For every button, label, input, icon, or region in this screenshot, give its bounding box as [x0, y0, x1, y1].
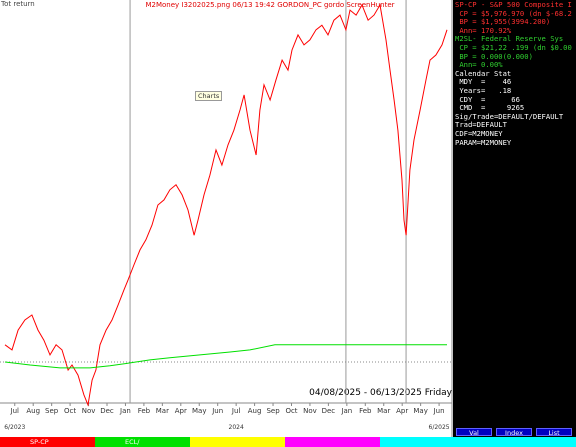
x-tick-label: Dec — [100, 407, 114, 415]
x-tick-label: Oct — [285, 407, 297, 415]
x-tick-label: Jun — [433, 407, 445, 415]
x-tick-label: Jul — [10, 407, 20, 415]
panel-line: PARAM=M2MONEY — [455, 137, 512, 147]
x-year-label: 6/2025 — [429, 424, 450, 431]
series-tab[interactable] — [190, 437, 285, 447]
x-tick-label: May — [192, 407, 206, 415]
date-range: 04/08/2025 - 06/13/2025 Friday — [309, 388, 453, 398]
series-line — [4, 3, 448, 407]
panel-line: CP = $21,22 .199 (dn $0.00 — [455, 42, 572, 52]
x-tick-label: Jun — [211, 407, 223, 415]
x-year-label: 2024 — [229, 424, 244, 431]
x-tick-label: Apr — [175, 407, 187, 415]
panel-line: Ann= 170.92% — [455, 25, 512, 35]
x-tick-label: Mar — [377, 407, 390, 415]
x-tick-label: Nov — [303, 407, 317, 415]
panel-line: CDF=M2MONEY — [455, 128, 503, 138]
panel-button[interactable]: Index — [496, 428, 532, 437]
series-tab[interactable] — [380, 437, 576, 447]
panel-line: BP = 0.000(0.000) — [455, 51, 533, 61]
series-tab[interactable]: ECL/ — [95, 437, 190, 447]
x-tick-label: Mar — [156, 407, 169, 415]
info-panel: SP-CP - S&P 500 Composite I CP = $5,976.… — [453, 0, 576, 428]
chart: Tot return M2Money I3202025.png 06/13 19… — [0, 0, 453, 437]
x-tick-label: Jan — [119, 407, 131, 415]
panel-line: SP-CP - S&P 500 Composite I — [455, 0, 572, 9]
charts-label[interactable]: Charts — [195, 91, 223, 101]
x-tick-label: Dec — [322, 407, 336, 415]
tab-bar: SP-CP ECL/ — [0, 437, 576, 447]
x-tick-label: Apr — [396, 407, 408, 415]
chart-label: Tot return — [0, 0, 35, 8]
x-tick-label: Jan — [340, 407, 352, 415]
panel-line: MDY = 46 — [455, 77, 512, 87]
x-tick-label: May — [413, 407, 427, 415]
panel-line: Ann= 0.00% — [455, 60, 503, 70]
panel-button[interactable]: Val — [456, 428, 492, 437]
x-tick-label: Aug — [248, 407, 262, 415]
x-tick-label: Aug — [26, 407, 40, 415]
panel-line: CMD = 9265 — [455, 103, 525, 113]
panel-button[interactable]: List — [536, 428, 572, 437]
x-tick-label: Jul — [231, 407, 241, 415]
series-line — [4, 344, 447, 369]
panel-line: Sig/Trade=DEFAULT/DEFAULT — [455, 111, 564, 121]
x-tick-label: Feb — [359, 407, 372, 415]
chart-title: M2Money I3202025.png 06/13 19:42 GORDON_… — [145, 1, 394, 9]
panel-line: CDY = 66 — [455, 94, 520, 104]
panel-line: M2SL- Federal Reserve Sys — [455, 34, 564, 44]
panel-line: Years= .18 — [455, 85, 512, 95]
series-tab[interactable]: SP-CP — [0, 437, 95, 447]
panel-line: Calendar Stat — [455, 68, 512, 78]
x-tick-label: Nov — [82, 407, 96, 415]
x-tick-label: Oct — [64, 407, 76, 415]
x-tick-label: Feb — [138, 407, 151, 415]
x-tick-label: Sep — [266, 407, 280, 415]
panel-line: BP = $1,955(3994.200) — [455, 17, 551, 27]
button-bar: Val Index List — [453, 427, 576, 437]
plot-background — [0, 0, 452, 437]
series-tab[interactable] — [285, 437, 380, 447]
x-tick-label: Sep — [45, 407, 59, 415]
x-year-label: 6/2023 — [4, 424, 25, 431]
panel-line: CP = $5,976.970 (dn $-68.2 — [455, 8, 572, 18]
panel-line: Trad=DEFAULT — [455, 120, 507, 130]
